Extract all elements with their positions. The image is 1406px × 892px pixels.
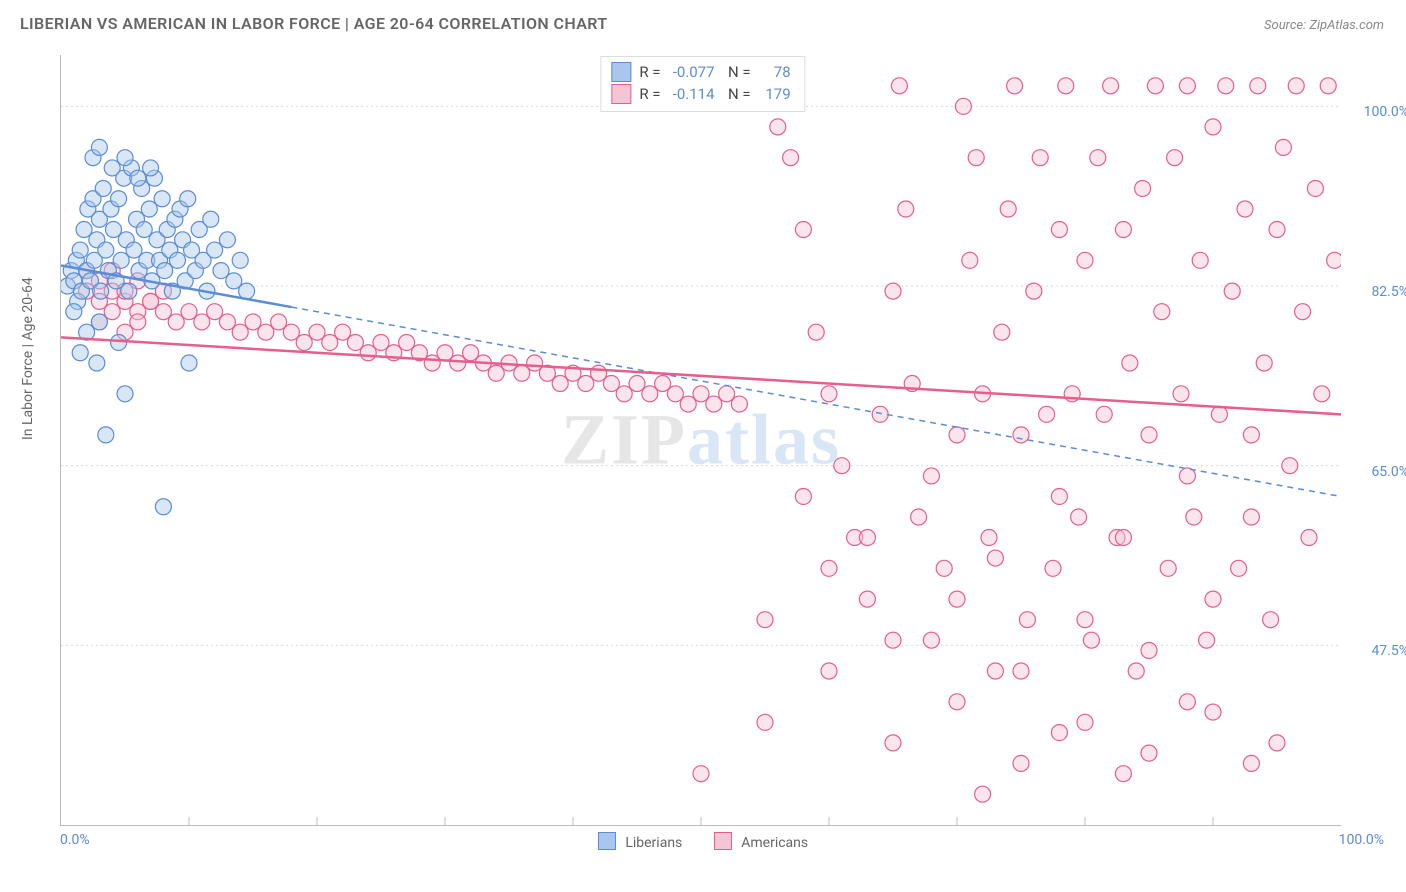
stats-swatch-americans [611,84,631,104]
stat-n-label: N = [721,83,751,105]
scatter-svg [61,55,1341,825]
y-tick-label: 100.0% [1364,104,1406,120]
legend-item-liberians: Liberians [598,832,682,851]
chart-title: LIBERIAN VS AMERICAN IN LABOR FORCE | AG… [20,14,608,33]
stat-n-americans: 179 [757,83,791,105]
bottom-legend: Liberians Americans [0,832,1406,851]
source-attribution: Source: ZipAtlas.com [1264,18,1384,33]
stats-swatch-liberians [611,62,631,82]
stat-r-liberians: -0.077 [667,61,715,83]
legend-item-americans: Americans [714,832,808,851]
stats-row-liberians: R = -0.077 N = 78 [611,61,790,83]
stat-r-americans: -0.114 [667,83,715,105]
legend-label-liberians: Liberians [625,835,682,851]
stat-n-label: N = [721,61,751,83]
y-axis-label: In Labor Force | Age 20-64 [20,277,36,440]
stat-r-label: R = [639,61,660,83]
y-tick-label: 65.0% [1371,464,1406,480]
stats-row-americans: R = -0.114 N = 179 [611,83,790,105]
stat-r-label: R = [639,83,660,105]
stat-n-liberians: 78 [757,61,791,83]
stats-box: R = -0.077 N = 78 R = -0.114 N = 179 [600,56,805,112]
legend-swatch-liberians [598,832,616,850]
plot-area: ZIPatlas 100.0%82.5%65.0%47.5% [60,55,1341,826]
y-tick-label: 47.5% [1371,643,1406,659]
legend-swatch-americans [714,832,732,850]
y-tick-label: 82.5% [1371,284,1406,300]
legend-label-americans: Americans [741,835,808,851]
